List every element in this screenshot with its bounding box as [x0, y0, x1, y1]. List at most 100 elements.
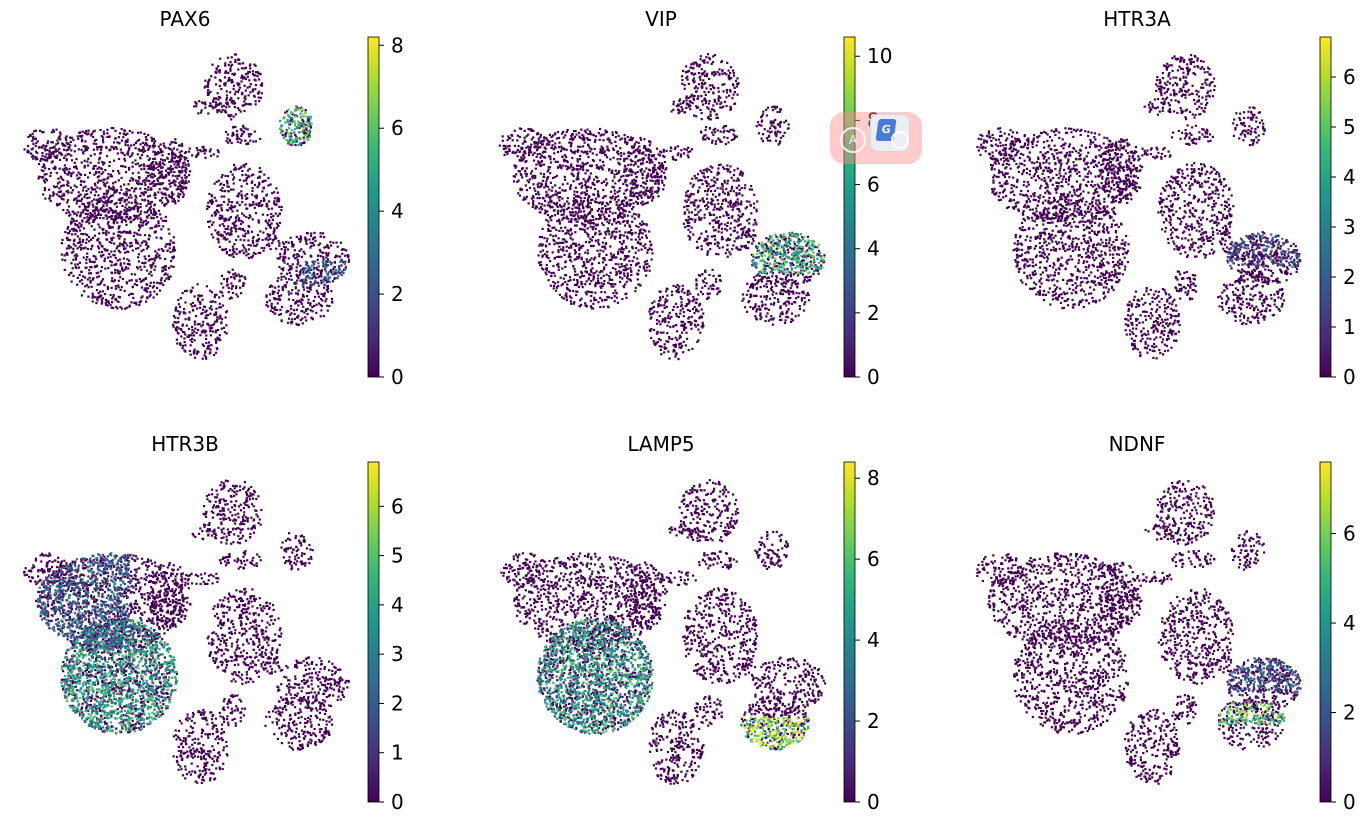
umap-point-cluster-12: [215, 347, 218, 350]
umap-point-cluster-5: [107, 189, 110, 193]
umap-point-cluster-5: [618, 190, 621, 193]
colorbar: [367, 36, 380, 378]
umap-point-cluster-6: [579, 299, 582, 302]
umap-point-cluster-6: [66, 236, 69, 239]
umap-point-cluster-5: [617, 153, 620, 156]
umap-point-cluster-8: [216, 232, 219, 235]
umap-point-cluster-5: [573, 152, 576, 155]
umap-point-cluster-12: [184, 333, 187, 336]
umap-point-cluster-8: [237, 193, 240, 196]
umap-point-cluster-6: [124, 247, 127, 250]
umap-point-cluster-6: [168, 247, 171, 250]
umap-point-cluster-0: [244, 66, 247, 69]
umap-point-cluster-0: [702, 79, 705, 82]
umap-point-cluster-2: [198, 100, 201, 103]
umap-point-cluster-6: [90, 225, 93, 228]
umap-point-cluster-6: [586, 206, 589, 209]
umap-point-cluster-8: [208, 225, 211, 229]
umap-point-cluster-6: [141, 221, 144, 224]
umap-point-cluster-5: [54, 150, 57, 153]
umap-point-cluster-6: [82, 256, 85, 259]
umap-point-cluster-5: [626, 184, 629, 187]
umap-point-cluster-7: [158, 199, 162, 202]
umap-point-cluster-5: [113, 187, 116, 190]
umap-point-cluster-8: [226, 179, 229, 183]
umap-point-cluster-9: [288, 265, 291, 268]
umap-point-cluster-12: [214, 311, 217, 315]
umap-point-cluster-4: [54, 148, 57, 151]
umap-point-cluster-3: [239, 141, 242, 144]
umap-point-cluster-6: [116, 234, 120, 238]
umap-point-cluster-5: [567, 202, 570, 205]
umap-point-cluster-5: [142, 193, 145, 196]
umap-point-cluster-1: [783, 131, 786, 134]
umap-point-cluster-6: [597, 261, 601, 265]
umap-point-cluster-12: [209, 312, 212, 315]
umap-point-cluster-0: [683, 87, 686, 90]
umap-point-cluster-4: [46, 142, 49, 145]
umap-point-cluster-9: [317, 281, 320, 284]
expression-point: [307, 122, 310, 125]
umap-point-cluster-5: [567, 206, 570, 209]
umap-point-cluster-8: [268, 225, 272, 229]
umap-point-cluster-10: [286, 321, 290, 324]
umap-point-cluster-10: [274, 306, 277, 309]
expression-point: [306, 132, 309, 135]
umap-point-cluster-2: [687, 105, 690, 108]
umap-point-cluster-6: [120, 210, 123, 213]
umap-point-cluster-10: [295, 292, 298, 295]
umap-point-cluster-7: [163, 163, 166, 166]
umap-point-cluster-14: [202, 149, 205, 152]
umap-point-cluster-6: [88, 258, 91, 261]
umap-point-cluster-0: [723, 72, 726, 75]
umap-point-cluster-10: [270, 304, 273, 307]
umap-point-cluster-5: [619, 147, 622, 150]
umap-point-cluster-0: [692, 63, 695, 66]
umap-point-cluster-8: [230, 204, 233, 207]
umap-point-cluster-6: [153, 259, 156, 262]
umap-point-cluster-5: [515, 165, 518, 168]
umap-point-cluster-5: [132, 143, 136, 146]
umap-point-cluster-5: [123, 218, 126, 221]
umap-point-cluster-5: [596, 192, 600, 195]
umap-point-cluster-12: [184, 290, 187, 293]
umap-point-cluster-4: [52, 128, 55, 132]
umap-point-cluster-5: [109, 175, 112, 178]
umap-point-cluster-5: [62, 192, 65, 195]
umap-point-cluster-0: [242, 62, 245, 65]
umap-point-cluster-5: [624, 180, 627, 183]
umap-point-cluster-6: [648, 230, 651, 233]
umap-point-cluster-5: [67, 148, 70, 151]
umap-point-cluster-6: [91, 292, 94, 295]
umap-point-cluster-8: [214, 229, 217, 232]
umap-point-cluster-5: [606, 182, 609, 185]
umap-point-cluster-9: [298, 249, 301, 252]
umap-point-cluster-7: [170, 191, 173, 194]
umap-point-cluster-6: [121, 218, 124, 221]
umap-point-cluster-1: [286, 110, 289, 113]
umap-point-cluster-6: [77, 211, 80, 214]
umap-point-cluster-7: [174, 155, 177, 158]
umap-point-cluster-8: [258, 166, 261, 170]
umap-point-cluster-5: [82, 203, 85, 206]
umap-point-cluster-9: [278, 265, 281, 269]
umap-point-cluster-5: [53, 192, 56, 195]
umap-point-cluster-5: [557, 218, 561, 221]
umap-point-cluster-6: [110, 279, 113, 282]
umap-point-cluster-6: [164, 265, 167, 268]
umap-point-cluster-8: [263, 173, 266, 176]
umap-point-cluster-6: [65, 247, 68, 250]
umap-point-cluster-8: [241, 249, 244, 252]
umap-point-cluster-12: [202, 344, 205, 347]
expression-point: [304, 276, 307, 279]
umap-point-cluster-6: [78, 241, 81, 244]
umap-point-cluster-5: [566, 128, 569, 132]
umap-point-cluster-6: [79, 214, 82, 217]
umap-point-cluster-5: [611, 169, 614, 172]
umap-point-cluster-6: [145, 269, 149, 272]
umap-point-cluster-0: [681, 78, 684, 82]
umap-point-cluster-5: [149, 174, 152, 177]
umap-point-cluster-6: [99, 213, 102, 216]
umap-point-cluster-5: [532, 195, 535, 198]
expression-point: [334, 269, 337, 272]
